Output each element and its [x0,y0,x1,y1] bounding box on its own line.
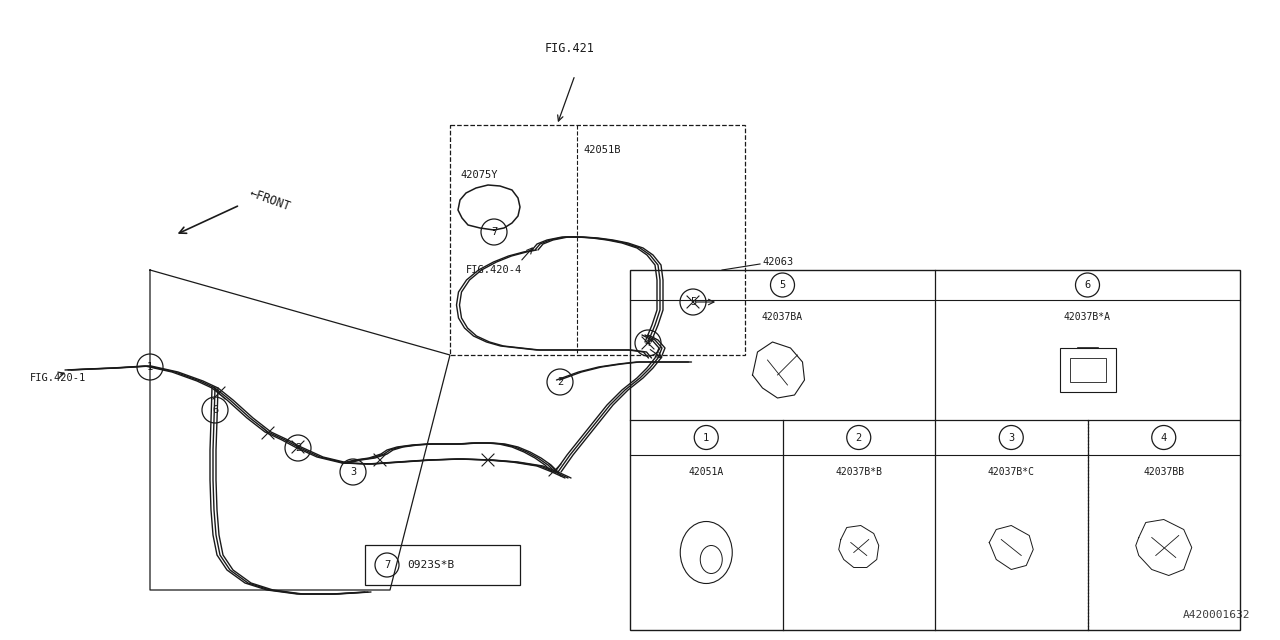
Text: 4: 4 [645,338,652,348]
Text: 2: 2 [294,443,301,453]
Bar [630,270,1240,630]
Text: FIG.420-1: FIG.420-1 [29,373,86,383]
Text: 3: 3 [349,467,356,477]
Text: 2: 2 [557,377,563,387]
Text: 3: 3 [1009,433,1014,442]
Text: 6: 6 [212,405,218,415]
Text: 0923S*B: 0923S*B [407,560,454,570]
Text: A420001632: A420001632 [1183,610,1251,620]
Text: 42037BA: 42037BA [762,312,803,322]
Text: 42051A: 42051A [689,467,724,477]
Bar [365,545,520,585]
Text: 42037B*B: 42037B*B [836,467,882,477]
Text: 4: 4 [1161,433,1167,442]
Text: FIG.420-4: FIG.420-4 [466,265,522,275]
Text: 1: 1 [703,433,709,442]
Text: 6: 6 [1084,280,1091,290]
Text: 5: 5 [690,297,696,307]
Bar [1070,358,1106,382]
Text: 42075Y: 42075Y [460,170,498,180]
Text: 1: 1 [147,362,154,372]
Text: FIG.421: FIG.421 [545,42,595,55]
Text: 7: 7 [490,227,497,237]
Bar [451,125,745,355]
Text: 42063: 42063 [762,257,794,267]
Text: 2: 2 [855,433,861,442]
Text: 42037BB: 42037BB [1143,467,1184,477]
Text: 42037B*C: 42037B*C [988,467,1034,477]
Text: 42051B: 42051B [582,145,621,155]
Text: 5: 5 [780,280,786,290]
Bar [1060,348,1115,392]
Text: 42037B*A: 42037B*A [1064,312,1111,322]
Text: 7: 7 [384,560,390,570]
Text: ←FRONT: ←FRONT [248,187,293,213]
